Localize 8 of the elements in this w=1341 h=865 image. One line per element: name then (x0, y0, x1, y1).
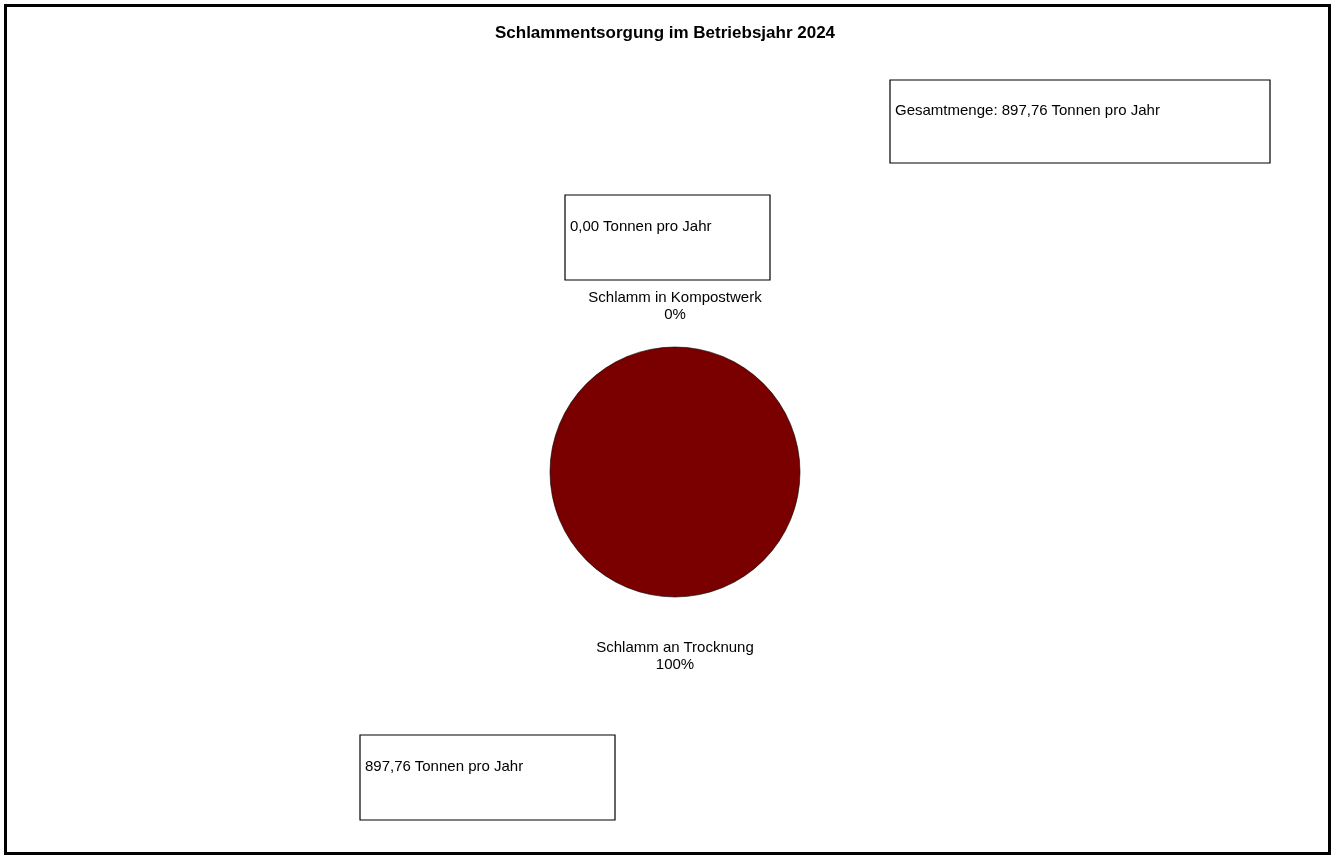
category-label: Schlamm in Kompostwerk (588, 288, 762, 305)
slice-label: Schlamm an Trocknung (596, 638, 754, 655)
text: 0% (664, 305, 686, 322)
data-label: 100% (655, 655, 695, 672)
chart-title: Schlammentsorgung im Betriebsjahr 2024 (494, 23, 836, 42)
text: Gesamtmenge: 897,76 Tonnen pro Jahr (895, 100, 1160, 118)
text: 897,76 Tonnen pro Jahr (365, 756, 524, 774)
text: 0,00 Tonnen pro Jahr (570, 216, 712, 234)
